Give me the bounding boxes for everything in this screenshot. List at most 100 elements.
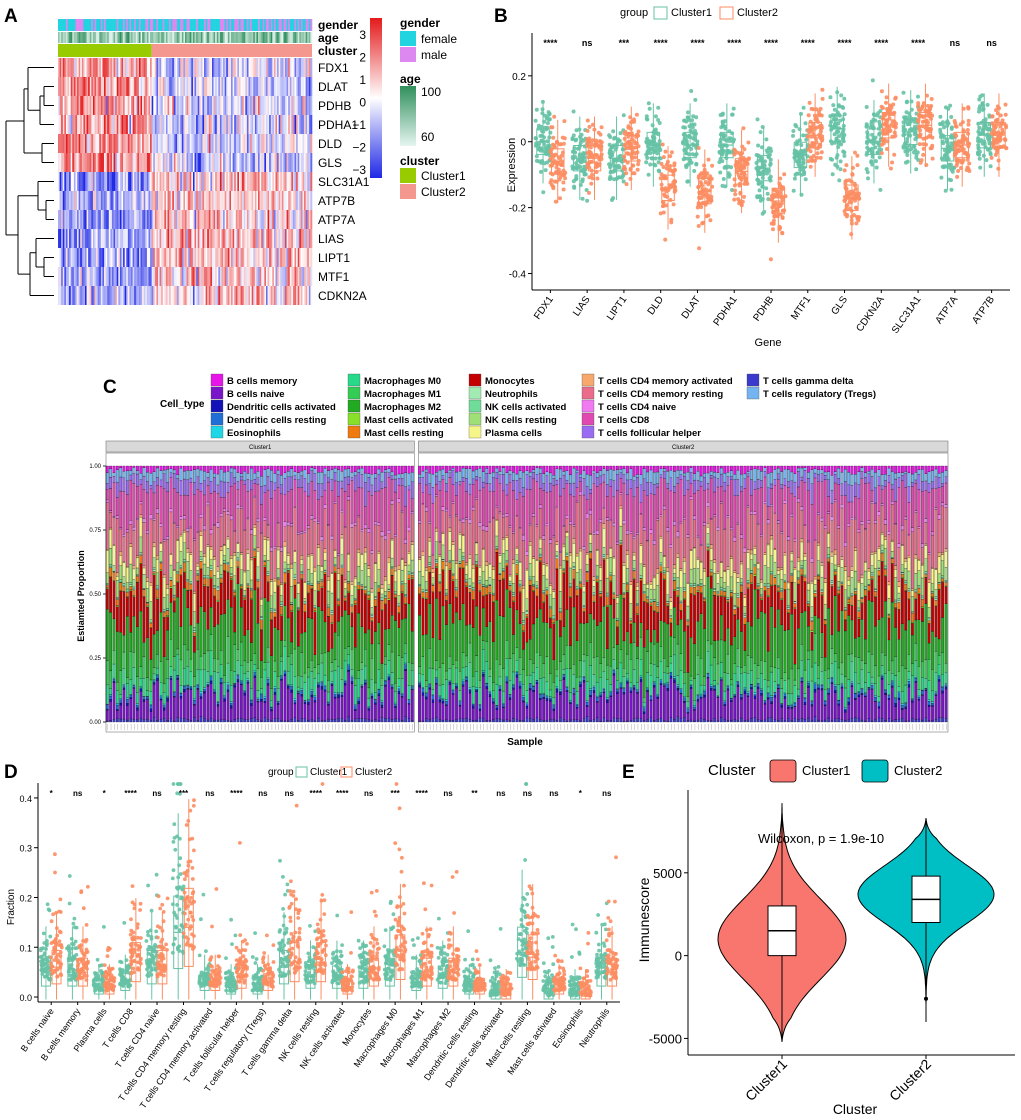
heat-cell (78, 115, 81, 134)
heat-cell (135, 153, 138, 172)
c-bar-segment (149, 518, 153, 583)
c-bar-segment (162, 692, 166, 705)
heat-cell (159, 286, 162, 305)
heat-cell (129, 134, 132, 153)
heat-cell (248, 248, 251, 267)
jitter-point (966, 131, 971, 136)
c-legend-swatch (581, 373, 595, 387)
c-bar-segment (149, 619, 153, 623)
heat-cell (110, 248, 113, 267)
heat-cell (283, 172, 286, 191)
jitter-point (912, 132, 917, 137)
gender-annot-cell (153, 19, 156, 31)
heat-cell (245, 58, 248, 77)
heat-cell (232, 96, 235, 115)
heat-cell (234, 77, 237, 96)
heat-cell (94, 267, 97, 286)
c-bar-segment (129, 520, 133, 525)
heat-cell (275, 115, 278, 134)
heat-cell (70, 210, 73, 229)
heat-cell (216, 77, 219, 96)
gender-annot-cell (172, 19, 175, 31)
heat-cell (280, 191, 283, 210)
heat-cell (308, 229, 311, 248)
c-bar-segment (166, 701, 170, 721)
heat-cell (196, 115, 198, 134)
heat-cell (200, 134, 203, 153)
jitter-point (909, 99, 914, 104)
heat-cell (215, 115, 218, 134)
heat-cell (110, 77, 113, 96)
heat-cell (264, 58, 267, 77)
jitter-point (539, 124, 544, 129)
jitter-point (545, 139, 550, 144)
heat-cell (272, 77, 275, 96)
heat-cell (307, 134, 310, 153)
c-legend-swatch (746, 373, 760, 387)
heat-cell (305, 58, 308, 77)
c-bar-segment (146, 465, 149, 473)
x-tick-label: FDX1 (532, 294, 556, 322)
heat-cell (307, 77, 310, 96)
jitter-point (916, 119, 921, 124)
heat-cell (234, 153, 237, 172)
heat-cell (302, 58, 305, 77)
heat-cell (234, 286, 237, 305)
heat-cell (153, 210, 156, 229)
c-bar-segment (166, 698, 170, 702)
jitter-point (696, 146, 701, 150)
jitter-point (694, 131, 698, 136)
heat-cell (165, 267, 168, 286)
heat-cell (151, 96, 154, 115)
jitter-point (668, 154, 673, 159)
c-bar-segment (109, 477, 113, 489)
jitter-point (837, 141, 842, 146)
heat-cell (137, 172, 140, 191)
jitter-point (917, 133, 922, 138)
heat-cell (150, 96, 152, 115)
gender-annot-cell (169, 19, 172, 31)
c-bar-segment (112, 680, 116, 683)
heat-cell (246, 267, 249, 286)
heat-cell (150, 229, 152, 248)
heat-cell (261, 58, 264, 77)
heat-cell (170, 191, 173, 210)
heat-cell (62, 96, 65, 115)
c-bar-segment (136, 486, 139, 519)
heat-cell (256, 58, 259, 77)
heat-cell (126, 172, 129, 191)
heat-cell (213, 229, 216, 248)
heat-cell (104, 210, 106, 229)
heat-cell (111, 229, 114, 248)
heat-cell (158, 77, 160, 96)
c-bar-segment (149, 679, 153, 692)
heat-cell (143, 153, 146, 172)
c-bar-segment (142, 489, 146, 519)
age-annot-cell (194, 32, 197, 43)
c-bar-segment (156, 630, 159, 655)
heat-cell (169, 267, 172, 286)
heat-cell (183, 191, 186, 210)
gender-annot-cell (97, 19, 100, 31)
age-annot-cell (240, 32, 243, 43)
jitter-point (914, 167, 919, 172)
heat-cell (273, 248, 276, 267)
heat-cell (84, 210, 87, 229)
heat-cell (240, 96, 243, 115)
heat-cell (269, 96, 272, 115)
heat-cell (75, 191, 78, 210)
heat-cell (183, 267, 186, 286)
jitter-point (991, 129, 996, 134)
heat-cell (221, 229, 224, 248)
age-annot-cell (169, 32, 172, 43)
jitter-point (578, 164, 583, 169)
jitter-point (879, 151, 884, 156)
heat-cell (86, 115, 89, 134)
c-bar-segment (169, 468, 173, 473)
heat-cell (202, 58, 205, 77)
jitter-point (801, 133, 806, 138)
heat-cell (92, 77, 95, 96)
heat-cell (58, 229, 60, 248)
heat-cell (296, 210, 299, 229)
heat-cell (73, 172, 76, 191)
